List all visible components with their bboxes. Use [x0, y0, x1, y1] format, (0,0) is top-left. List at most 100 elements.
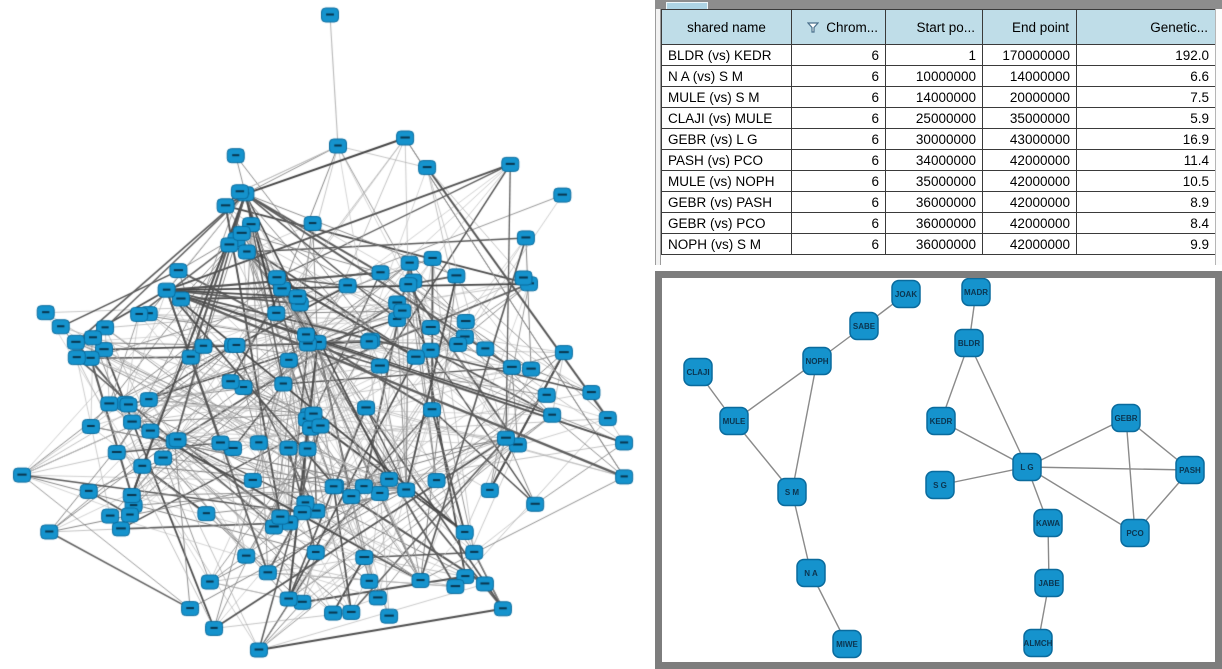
- subnetwork-svg[interactable]: JOAK MADR SABE BLDR NOPH CLAJI MULE KEDR GEBR L G…: [662, 278, 1215, 662]
- node-shape[interactable]: [926, 406, 956, 436]
- node-shape[interactable]: [1023, 628, 1053, 658]
- table-row[interactable]: GEBR (vs) PASH 6 36000000 42000000 8.9: [661, 191, 1216, 213]
- column-header-start-po-[interactable]: Start po...: [885, 9, 983, 45]
- node-shape[interactable]: [1012, 452, 1042, 482]
- table-cell[interactable]: 6: [791, 86, 886, 108]
- column-header-end-point[interactable]: End point: [982, 9, 1077, 45]
- node-shape[interactable]: [1033, 508, 1063, 538]
- table-cell[interactable]: 35000000: [885, 170, 983, 192]
- table-cell[interactable]: 42000000: [982, 212, 1077, 234]
- table-cell[interactable]: 42000000: [982, 149, 1077, 171]
- network-edge[interactable]: [968, 342, 1028, 468]
- table-cell[interactable]: 16.9: [1076, 128, 1216, 150]
- table-cell[interactable]: NOPH (vs) S M: [661, 233, 792, 255]
- network-node-sabe[interactable]: SABE: [849, 311, 879, 341]
- table-row[interactable]: BLDR (vs) KEDR 6 1 170000000 192.0: [661, 44, 1216, 66]
- network-node-claji[interactable]: CLAJI: [683, 357, 713, 387]
- network-node-l-g[interactable]: L G: [1012, 452, 1042, 482]
- table-cell[interactable]: 7.5: [1076, 86, 1216, 108]
- table-cell[interactable]: 36000000: [885, 212, 983, 234]
- table-cell[interactable]: 30000000: [885, 128, 983, 150]
- table-cell[interactable]: CLAJI (vs) MULE: [661, 107, 792, 129]
- table-cell[interactable]: 6: [791, 65, 886, 87]
- table-cell[interactable]: 11.4: [1076, 149, 1216, 171]
- table-cell[interactable]: 6: [791, 191, 886, 213]
- table-cell[interactable]: 6: [791, 170, 886, 192]
- table-row[interactable]: GEBR (vs) PCO 6 36000000 42000000 8.4: [661, 212, 1216, 234]
- table-cell[interactable]: 1: [885, 44, 983, 66]
- column-header-genetic-[interactable]: Genetic...: [1076, 9, 1216, 45]
- network-node-mule[interactable]: MULE: [719, 406, 749, 436]
- table-cell[interactable]: MULE (vs) S M: [661, 86, 792, 108]
- network-node-bldr[interactable]: BLDR: [954, 328, 984, 358]
- network-node-n-a[interactable]: N A: [796, 558, 826, 588]
- node-shape[interactable]: [1175, 455, 1205, 485]
- node-shape[interactable]: [891, 279, 921, 309]
- table-cell[interactable]: 9.9: [1076, 233, 1216, 255]
- table-row[interactable]: MULE (vs) S M 6 14000000 20000000 7.5: [661, 86, 1216, 108]
- column-header-shared-name[interactable]: shared name: [661, 9, 792, 45]
- table-row[interactable]: GEBR (vs) L G 6 30000000 43000000 16.9: [661, 128, 1216, 150]
- node-shape[interactable]: [1120, 518, 1150, 548]
- node-shape[interactable]: [954, 328, 984, 358]
- table-cell[interactable]: N A (vs) S M: [661, 65, 792, 87]
- table-cell[interactable]: 6: [791, 212, 886, 234]
- table-row[interactable]: PASH (vs) PCO 6 34000000 42000000 11.4: [661, 149, 1216, 171]
- table-cell[interactable]: 36000000: [885, 233, 983, 255]
- node-shape[interactable]: [925, 470, 955, 500]
- table-mini-tab[interactable]: [666, 2, 708, 10]
- network-node-almch[interactable]: ALMCH: [1023, 628, 1053, 658]
- network-node-s-g[interactable]: S G: [925, 470, 955, 500]
- table-cell[interactable]: 42000000: [982, 233, 1077, 255]
- table-cell[interactable]: 5.9: [1076, 107, 1216, 129]
- network-node-madr[interactable]: MADR: [961, 278, 991, 307]
- table-cell[interactable]: PASH (vs) PCO: [661, 149, 792, 171]
- network-edge[interactable]: [1026, 417, 1127, 468]
- node-shape[interactable]: [777, 477, 807, 507]
- table-cell[interactable]: 6: [791, 107, 886, 129]
- table-cell[interactable]: 14000000: [885, 86, 983, 108]
- node-shape[interactable]: [683, 357, 713, 387]
- network-edge[interactable]: [1125, 417, 1136, 534]
- table-cell[interactable]: 6: [791, 44, 886, 66]
- table-cell[interactable]: 170000000: [982, 44, 1077, 66]
- table-row[interactable]: NOPH (vs) S M 6 36000000 42000000 9.9: [661, 233, 1216, 255]
- network-edge[interactable]: [1026, 466, 1191, 471]
- table-cell[interactable]: 10.5: [1076, 170, 1216, 192]
- network-node-noph[interactable]: NOPH: [802, 346, 832, 376]
- table-cell[interactable]: GEBR (vs) PCO: [661, 212, 792, 234]
- table-cell[interactable]: GEBR (vs) PASH: [661, 191, 792, 213]
- table-cell[interactable]: MULE (vs) NOPH: [661, 170, 792, 192]
- table-cell[interactable]: 8.4: [1076, 212, 1216, 234]
- table-cell[interactable]: 42000000: [982, 170, 1077, 192]
- table-cell[interactable]: 6: [791, 128, 886, 150]
- network-node-gebr[interactable]: GEBR: [1111, 403, 1141, 433]
- node-shape[interactable]: [961, 278, 991, 307]
- table-cell[interactable]: 6: [791, 149, 886, 171]
- network-node-joak[interactable]: JOAK: [891, 279, 921, 309]
- table-cell[interactable]: 43000000: [982, 128, 1077, 150]
- table-cell[interactable]: GEBR (vs) L G: [661, 128, 792, 150]
- filter-icon[interactable]: [806, 21, 820, 33]
- table-cell[interactable]: BLDR (vs) KEDR: [661, 44, 792, 66]
- table-row[interactable]: MULE (vs) NOPH 6 35000000 42000000 10.5: [661, 170, 1216, 192]
- table-cell[interactable]: 42000000: [982, 191, 1077, 213]
- table-cell[interactable]: 6.6: [1076, 65, 1216, 87]
- table-cell[interactable]: 25000000: [885, 107, 983, 129]
- table-cell[interactable]: 10000000: [885, 65, 983, 87]
- node-shape[interactable]: [719, 406, 749, 436]
- network-node-miwe[interactable]: MIWE: [832, 629, 862, 659]
- subnetwork-canvas-area[interactable]: JOAK MADR SABE BLDR NOPH CLAJI MULE KEDR GEBR L G…: [662, 278, 1215, 662]
- network-node-pash[interactable]: PASH: [1175, 455, 1205, 485]
- column-header-chrom-[interactable]: Chrom...: [791, 9, 886, 45]
- network-node-kawa[interactable]: KAWA: [1033, 508, 1063, 538]
- network-node-jabe[interactable]: JABE: [1034, 568, 1064, 598]
- table-cell[interactable]: 8.9: [1076, 191, 1216, 213]
- table-vertical-scrollbar[interactable]: [1215, 9, 1222, 265]
- network-node-s-m[interactable]: S M: [777, 477, 807, 507]
- node-shape[interactable]: [832, 629, 862, 659]
- table-cell[interactable]: 6: [791, 233, 886, 255]
- node-shape[interactable]: [849, 311, 879, 341]
- node-shape[interactable]: [1111, 403, 1141, 433]
- table-cell[interactable]: 34000000: [885, 149, 983, 171]
